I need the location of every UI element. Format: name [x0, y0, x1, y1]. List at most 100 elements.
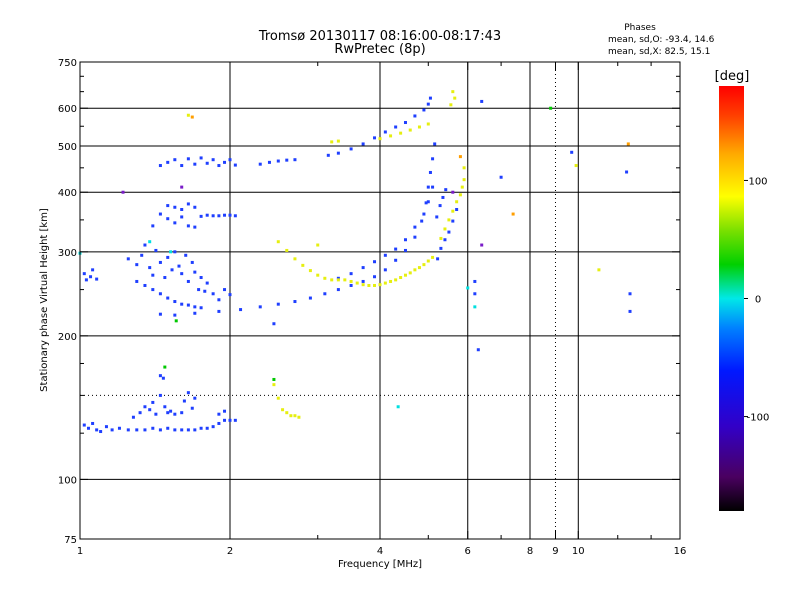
data-point	[367, 283, 371, 287]
data-point	[422, 263, 426, 267]
data-point	[276, 396, 280, 400]
data-point	[126, 428, 130, 432]
data-point	[451, 190, 455, 194]
data-point	[173, 412, 177, 416]
data-point	[161, 376, 165, 380]
data-point	[166, 160, 170, 164]
data-point	[186, 391, 190, 395]
data-point	[408, 128, 412, 132]
data-point	[86, 426, 90, 430]
data-point	[422, 212, 426, 216]
data-point	[223, 409, 227, 413]
data-point	[336, 278, 340, 282]
data-point	[316, 243, 320, 247]
x-tick-label: 8	[527, 546, 533, 557]
data-point	[258, 162, 262, 166]
stats-line-o: mean, sd,O: -93.4, 14.6	[608, 35, 715, 45]
data-point	[151, 224, 155, 228]
data-point	[285, 411, 289, 415]
data-point	[403, 273, 407, 277]
data-point	[151, 426, 155, 430]
x-tick-label: 16	[674, 546, 687, 557]
y-axis: 75 100 200 300 400 500 600 750	[58, 58, 680, 546]
data-point	[420, 219, 424, 223]
data-point	[426, 122, 430, 126]
data-point	[174, 319, 178, 323]
data-point	[394, 125, 398, 129]
data-point	[433, 142, 437, 146]
data-point	[439, 246, 443, 250]
data-point	[166, 411, 170, 415]
y-tick-label: 600	[58, 104, 77, 115]
data-point	[239, 308, 243, 312]
x-axis: 1 2 4 6 8 9 10 16	[77, 62, 687, 557]
data-point	[154, 412, 158, 416]
data-point	[163, 365, 167, 369]
data-point	[293, 257, 297, 261]
data-point	[349, 272, 353, 276]
data-point	[197, 288, 201, 292]
data-point	[166, 255, 170, 259]
data-point	[462, 178, 466, 182]
data-point	[205, 213, 209, 217]
data-point	[574, 164, 578, 168]
data-point	[281, 408, 285, 412]
data-point	[443, 227, 447, 231]
data-point	[473, 305, 477, 309]
data-point	[193, 396, 197, 400]
data-point	[205, 281, 209, 285]
data-point	[549, 106, 553, 110]
y-tick-label: 200	[58, 332, 77, 343]
data-point	[289, 414, 293, 418]
data-point	[104, 425, 108, 429]
data-point	[511, 212, 515, 216]
x-axis-label: Frequency [MHz]	[338, 559, 422, 570]
data-point	[413, 268, 417, 272]
data-point	[173, 313, 177, 317]
data-point	[323, 292, 327, 296]
data-point	[223, 418, 227, 422]
data-point	[228, 213, 232, 217]
data-point	[462, 166, 466, 170]
data-point	[217, 309, 221, 313]
data-point	[163, 405, 167, 409]
data-point	[473, 279, 477, 283]
data-point	[217, 412, 221, 416]
data-point	[158, 292, 162, 296]
data-point	[417, 266, 421, 270]
y-tick-label: 300	[58, 248, 77, 259]
data-point	[110, 428, 114, 432]
data-point	[293, 300, 297, 304]
data-point	[276, 240, 280, 244]
data-point	[126, 257, 130, 261]
data-point	[173, 205, 177, 209]
data-point	[396, 405, 400, 409]
y-tick-label: 750	[58, 58, 77, 69]
data-point	[233, 163, 237, 167]
data-point	[451, 90, 455, 94]
data-point	[444, 188, 448, 192]
data-point	[228, 158, 232, 162]
data-point	[455, 200, 459, 204]
data-point	[199, 426, 203, 430]
data-point	[186, 113, 190, 117]
data-point	[158, 312, 162, 316]
data-point	[177, 264, 181, 268]
data-point	[297, 415, 301, 419]
data-points	[78, 90, 632, 434]
data-point	[441, 195, 445, 199]
data-point	[193, 205, 197, 209]
colorbar-tick-label: -100	[747, 413, 770, 424]
data-point	[217, 214, 221, 218]
data-point	[326, 153, 330, 157]
data-point	[570, 150, 574, 154]
data-point	[182, 399, 186, 403]
data-point	[383, 268, 387, 272]
data-point	[135, 263, 139, 267]
data-point	[272, 383, 276, 387]
data-point	[394, 247, 398, 251]
data-point	[140, 253, 144, 257]
data-point	[193, 305, 197, 309]
data-point	[597, 268, 601, 272]
data-point	[186, 303, 190, 307]
